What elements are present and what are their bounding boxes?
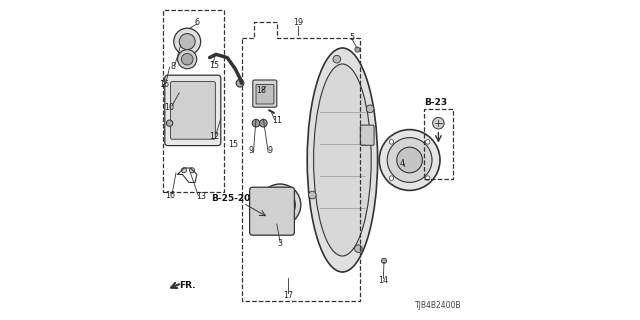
Circle shape xyxy=(179,34,195,50)
Bar xyxy=(424,109,453,179)
FancyBboxPatch shape xyxy=(165,75,221,146)
Circle shape xyxy=(174,28,201,55)
Text: 18: 18 xyxy=(256,86,266,95)
Text: 12: 12 xyxy=(209,132,220,140)
Text: 3: 3 xyxy=(278,239,282,248)
Circle shape xyxy=(333,55,340,63)
Text: 17: 17 xyxy=(283,291,293,300)
Ellipse shape xyxy=(307,48,378,272)
Circle shape xyxy=(355,245,362,252)
Text: 9: 9 xyxy=(268,146,273,155)
Circle shape xyxy=(265,189,296,220)
Text: FR.: FR. xyxy=(179,281,195,290)
FancyBboxPatch shape xyxy=(256,84,274,104)
Circle shape xyxy=(166,120,173,126)
Circle shape xyxy=(259,184,301,226)
Circle shape xyxy=(380,130,440,190)
Text: 5: 5 xyxy=(349,33,355,42)
Text: TJB4B2400B: TJB4B2400B xyxy=(415,301,461,310)
Text: 15: 15 xyxy=(209,61,219,70)
Circle shape xyxy=(236,79,244,87)
Circle shape xyxy=(397,147,422,173)
Text: 8: 8 xyxy=(170,62,175,71)
Text: 15: 15 xyxy=(228,140,238,149)
Text: 19: 19 xyxy=(293,18,303,27)
Bar xyxy=(163,10,224,192)
Text: B-23: B-23 xyxy=(424,98,447,107)
Circle shape xyxy=(260,119,268,127)
Circle shape xyxy=(182,168,187,173)
Text: 13: 13 xyxy=(196,192,207,201)
Text: 6: 6 xyxy=(195,18,199,27)
Text: 16: 16 xyxy=(165,191,175,200)
Circle shape xyxy=(426,176,430,180)
Circle shape xyxy=(366,105,374,113)
Circle shape xyxy=(433,117,444,129)
Circle shape xyxy=(252,119,260,127)
Circle shape xyxy=(182,53,193,65)
FancyBboxPatch shape xyxy=(170,82,215,139)
Circle shape xyxy=(178,50,197,69)
Text: 14: 14 xyxy=(378,276,388,285)
Text: 16: 16 xyxy=(159,80,169,89)
Text: 4: 4 xyxy=(400,159,404,168)
Circle shape xyxy=(387,138,432,182)
Circle shape xyxy=(189,168,195,173)
Text: B-25-20: B-25-20 xyxy=(211,194,250,203)
FancyBboxPatch shape xyxy=(360,125,374,145)
FancyBboxPatch shape xyxy=(253,80,277,107)
Ellipse shape xyxy=(314,64,371,256)
Circle shape xyxy=(355,47,360,52)
Text: 10: 10 xyxy=(164,103,175,112)
Circle shape xyxy=(389,176,394,180)
Circle shape xyxy=(381,258,387,263)
Circle shape xyxy=(426,140,430,144)
Circle shape xyxy=(389,140,394,144)
Circle shape xyxy=(308,191,316,199)
Text: 9: 9 xyxy=(248,146,254,155)
Text: 11: 11 xyxy=(272,116,282,125)
FancyBboxPatch shape xyxy=(250,187,294,235)
